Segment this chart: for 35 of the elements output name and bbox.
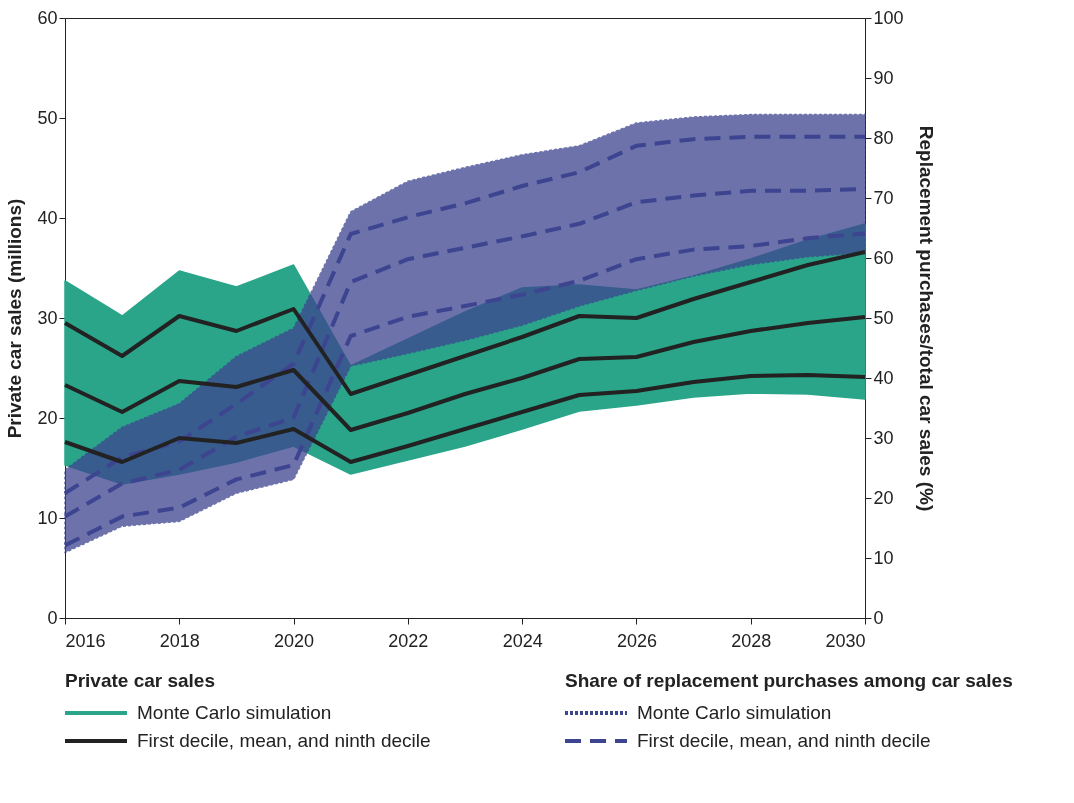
legend-label: First decile, mean, and ninth decile bbox=[137, 730, 431, 751]
y2-tick-label: 60 bbox=[873, 247, 894, 268]
x-tick-label: 2016 bbox=[65, 630, 106, 651]
text: Share of replacement purchases among car sales bbox=[565, 670, 1013, 691]
y2-tick-label: 50 bbox=[873, 307, 894, 328]
x-tick-label: 2022 bbox=[388, 630, 429, 651]
x-tick-label: 2018 bbox=[159, 630, 200, 651]
y-tick-label: 0 bbox=[47, 607, 58, 628]
y-tick-label: 10 bbox=[37, 507, 58, 528]
y2-tick-label: 30 bbox=[873, 427, 894, 448]
x-tick-label: 2026 bbox=[616, 630, 657, 651]
y2-tick-label: 90 bbox=[873, 67, 894, 88]
legend-label: Monte Carlo simulation bbox=[137, 702, 332, 723]
x-tick-label: 2030 bbox=[825, 630, 866, 651]
legend-label: Monte Carlo simulation bbox=[637, 702, 832, 723]
y-axis-title: Private car sales (millions) bbox=[4, 198, 26, 439]
y2-tick-label: 10 bbox=[873, 547, 894, 568]
y2-axis-title: Replacement purchases/total car sales (%) bbox=[915, 125, 937, 512]
line-series bbox=[63, 250, 867, 396]
y-tick-label: 20 bbox=[37, 407, 58, 428]
y-tick-label: 30 bbox=[37, 307, 58, 328]
y2-tick-label: 70 bbox=[873, 187, 894, 208]
x-tick-label: 2028 bbox=[731, 630, 772, 651]
y2-tick-label: 0 bbox=[873, 607, 884, 628]
y2-tick-label: 100 bbox=[873, 7, 904, 28]
y2-tick-label: 20 bbox=[873, 487, 894, 508]
y-tick-label: 50 bbox=[37, 107, 58, 128]
y2-tick-label: 40 bbox=[873, 367, 894, 388]
y2-tick-label: 80 bbox=[873, 127, 894, 148]
legend-label: First decile, mean, and ninth decile bbox=[637, 730, 931, 751]
y-tick-label: 40 bbox=[37, 207, 58, 228]
text: Private car sales bbox=[65, 670, 216, 691]
x-tick-label: 2024 bbox=[502, 630, 543, 651]
x-tick-label: 2020 bbox=[274, 630, 315, 651]
y-tick-label: 60 bbox=[37, 7, 58, 28]
